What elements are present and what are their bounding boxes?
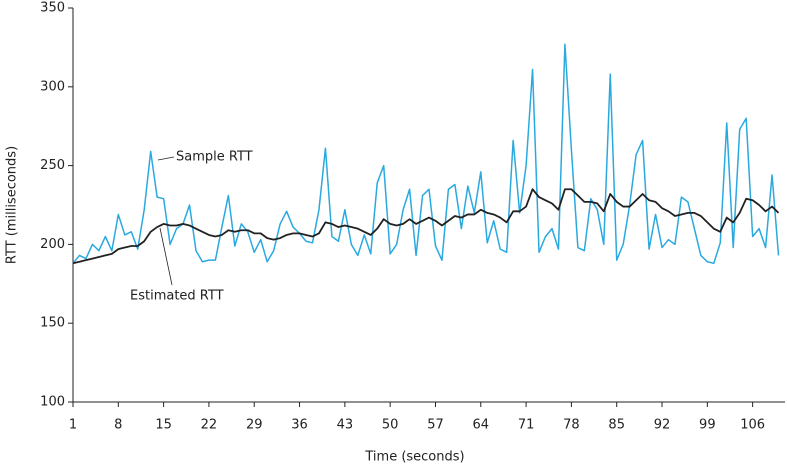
x-tick-label: 106 (740, 418, 765, 433)
x-tick-label: 8 (114, 418, 122, 433)
x-tick-label: 50 (382, 418, 399, 433)
x-tick-label: 99 (699, 418, 716, 433)
x-tick-label: 92 (654, 418, 671, 433)
x-tick-label: 78 (563, 418, 580, 433)
x-tick-label: 71 (518, 418, 535, 433)
y-tick-label: 150 (40, 316, 65, 331)
y-axis-title: RTT (milliseconds) (5, 146, 20, 264)
annotation-leader (159, 227, 173, 286)
y-tick-label: 350 (40, 1, 65, 16)
x-tick-label: 1 (69, 418, 77, 433)
x-tick-label: 57 (427, 418, 444, 433)
x-tick-label: 29 (246, 418, 263, 433)
series-label: Estimated RTT (130, 289, 224, 304)
x-tick-label: 43 (337, 418, 354, 433)
x-tick-label: 85 (608, 418, 625, 433)
series-line (72, 188, 780, 265)
y-tick-label: 300 (40, 79, 65, 94)
annotation-leader (157, 156, 175, 161)
y-tick-label: 100 (40, 395, 65, 410)
x-tick-label: 64 (473, 418, 490, 433)
x-axis-title: Time (seconds) (364, 450, 464, 465)
x-tick-label: 15 (155, 418, 172, 433)
series-line (72, 43, 780, 265)
x-tick-label: 36 (291, 418, 308, 433)
x-tick-label: 22 (201, 418, 218, 433)
series-label: Sample RTT (176, 150, 253, 165)
y-tick-label: 250 (40, 158, 65, 173)
y-tick-label: 200 (40, 237, 65, 252)
